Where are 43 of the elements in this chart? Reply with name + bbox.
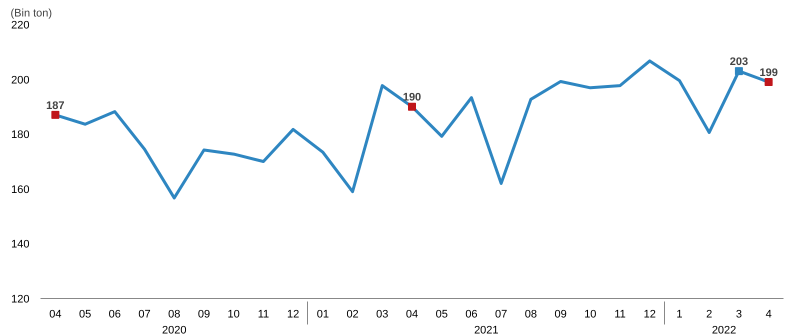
x-tick-label: 08 xyxy=(524,308,538,320)
data-label: 187 xyxy=(46,100,65,112)
x-tick-label: 07 xyxy=(495,308,508,320)
x-tick-label: 07 xyxy=(138,308,151,320)
x-tick-label: 10 xyxy=(584,308,596,320)
data-label: 190 xyxy=(402,92,422,104)
data-label: 203 xyxy=(730,56,748,68)
x-tick-label: 06 xyxy=(108,308,121,320)
x-tick-label: 05 xyxy=(436,308,448,320)
text: 2022 xyxy=(712,324,736,336)
x-tick-label: 11 xyxy=(614,308,626,320)
y-tick-label: 220 xyxy=(11,20,30,32)
point xyxy=(408,102,416,111)
x-tick-label: 02 xyxy=(346,308,359,320)
y-axis-title: (Bin ton) xyxy=(10,8,52,20)
y-tick-label: 160 xyxy=(11,184,30,196)
x-tick-label: 03 xyxy=(376,308,388,320)
x-tick-label: 12 xyxy=(644,308,656,320)
x-tick-label: 04 xyxy=(406,308,418,320)
y-tick-label: 180 xyxy=(11,129,30,142)
x-tick-label: 11 xyxy=(258,308,270,320)
x-tick-label: 06 xyxy=(465,308,478,320)
x-tick-label: 09 xyxy=(554,308,567,320)
point xyxy=(734,67,743,76)
x-tick-label: 08 xyxy=(168,308,180,320)
x-tick-label: 10 xyxy=(228,308,240,320)
y-tick-label: 120 xyxy=(11,294,30,306)
x-tick-label: 09 xyxy=(198,308,210,320)
x-tick-label: 1 xyxy=(676,308,683,320)
point xyxy=(764,78,773,86)
x-tick-label: 04 xyxy=(49,308,62,320)
x-tick-label: 4 xyxy=(766,308,772,320)
x-tick-label: 05 xyxy=(78,308,92,320)
x-tick-label: 01 xyxy=(316,308,329,320)
x-tick-label: 12 xyxy=(287,308,300,320)
y-tick-label: 200 xyxy=(11,74,30,86)
point xyxy=(51,110,60,119)
data-label: 199 xyxy=(759,67,778,80)
text: 2020 xyxy=(162,324,186,336)
text: 2021 xyxy=(474,324,499,336)
x-tick-label: 2 xyxy=(706,308,712,320)
y-tick-label: 140 xyxy=(11,238,30,251)
x-tick-label: 3 xyxy=(736,308,742,320)
